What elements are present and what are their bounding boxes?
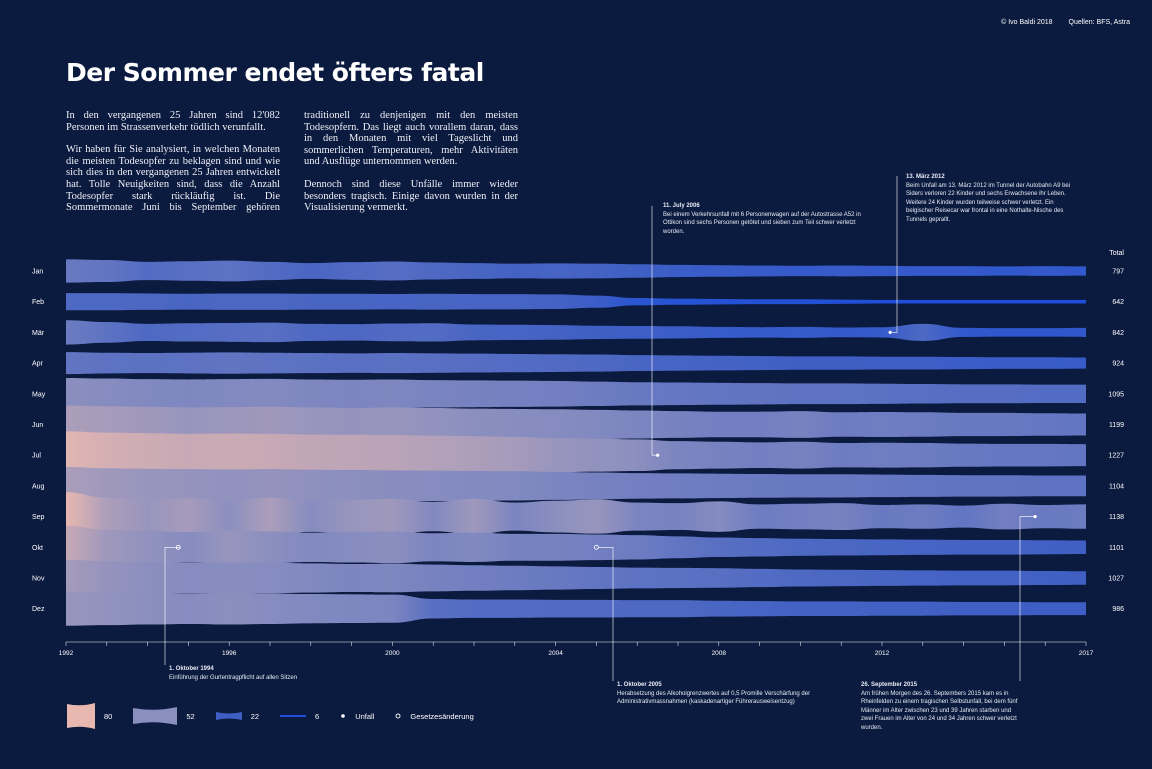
x-tick-label: 1992 bbox=[59, 650, 74, 657]
credits: © Ivo Baldi 2018 Quellen: BFS, Astra bbox=[987, 19, 1130, 26]
stream-jun bbox=[66, 405, 1086, 444]
total-value: 842 bbox=[1112, 330, 1124, 337]
stream-sep bbox=[66, 492, 1086, 541]
month-label: Sep bbox=[32, 514, 45, 521]
annotation-1994: 1. Oktober 1994 Einführung der Gurtentra… bbox=[169, 665, 339, 682]
annotation-2012: 13. März 2012 Beim Unfall am 13. März 20… bbox=[906, 173, 1081, 224]
month-label: Jul bbox=[32, 453, 41, 460]
annotation-text: Einführung der Gurtentragpflicht auf all… bbox=[169, 674, 298, 681]
intro-paragraph: Wir haben für Sie analysiert, in welchen… bbox=[66, 110, 518, 214]
legend-swatch-52 bbox=[133, 707, 178, 725]
stream-feb bbox=[66, 293, 1086, 311]
month-label: Feb bbox=[32, 299, 44, 306]
leader-line-1994 bbox=[164, 546, 181, 665]
annotation-text: Bei einem Verkehrsunfall mit 6 Personenw… bbox=[663, 211, 861, 235]
legend-item-gesetz: Gesetzesänderung bbox=[394, 711, 474, 721]
total-value: 924 bbox=[1112, 361, 1124, 368]
intro-paragraph: In den vergangenen 25 Jahren sind 12'082… bbox=[66, 110, 280, 133]
legend-item-80: 80 bbox=[66, 703, 112, 729]
stream-aug bbox=[66, 466, 1086, 505]
total-header: Total bbox=[1109, 250, 1124, 257]
credit-source: Quellen: BFS, Astra bbox=[1068, 19, 1130, 26]
accident-dot-icon bbox=[341, 714, 346, 718]
annotation-2015: 26. September 2015 Am frühen Morgen des … bbox=[861, 681, 1021, 732]
accident-marker-2012 bbox=[888, 330, 892, 334]
legend-shape-6 bbox=[280, 715, 307, 717]
annotation-2006: 11. July 2006 Bei einem Verkehrsunfall m… bbox=[663, 202, 863, 236]
annotation-text: Beim Unfall am 13. März 2012 im Tunnel d… bbox=[906, 182, 1071, 223]
stream-okt bbox=[66, 525, 1086, 569]
total-value: 642 bbox=[1112, 299, 1124, 306]
legend-label: 52 bbox=[186, 711, 195, 721]
total-value: 1101 bbox=[1109, 545, 1124, 552]
stream-apr bbox=[66, 352, 1086, 375]
legend-shape-22 bbox=[215, 712, 242, 720]
legend-swatch-6 bbox=[280, 715, 307, 717]
x-tick-label: 2017 bbox=[1079, 650, 1094, 657]
x-tick-label: 2004 bbox=[548, 650, 563, 657]
stream-mär bbox=[66, 320, 1086, 345]
page-title: Der Sommer endet öfters fatal bbox=[66, 58, 484, 87]
annotation-text: Herabsetzung des Alkoholgrenzwertes auf … bbox=[617, 690, 811, 706]
month-label: Nov bbox=[32, 576, 45, 583]
law-change-circle-icon bbox=[395, 713, 401, 719]
annotation-2005: 1. Oktober 2005 Herabsetzung des Alkohol… bbox=[617, 681, 817, 707]
total-value: 1095 bbox=[1108, 391, 1124, 398]
legend-label: 22 bbox=[250, 711, 260, 721]
annotation-title: 1. Oktober 2005 bbox=[617, 682, 662, 688]
legend-label-unfall: Unfall bbox=[355, 711, 375, 721]
leader-line-2015 bbox=[1019, 516, 1037, 681]
stream-nov bbox=[66, 559, 1086, 597]
stream-may bbox=[66, 377, 1086, 410]
month-label: Jun bbox=[32, 422, 43, 429]
leader-line-2005 bbox=[598, 546, 614, 681]
month-label: Okt bbox=[32, 545, 43, 552]
legend: 80 52 22 6 Unfall Gesetzesänderung bbox=[66, 702, 494, 730]
total-value: 1138 bbox=[1109, 514, 1124, 521]
legend-item-22: 22 bbox=[215, 710, 259, 722]
legend-swatch-22 bbox=[215, 712, 242, 720]
total-value: 1027 bbox=[1108, 576, 1124, 583]
legend-item-unfall: Unfall bbox=[339, 712, 374, 721]
x-tick-label: 2008 bbox=[712, 650, 727, 657]
annotation-title: 1. Oktober 1994 bbox=[169, 666, 214, 672]
annotation-title: 26. September 2015 bbox=[861, 682, 918, 688]
legend-label: 6 bbox=[315, 711, 320, 721]
intro-paragraph: Dennoch sind diese Unfälle immer wieder … bbox=[304, 178, 518, 214]
month-label: Apr bbox=[32, 361, 44, 368]
stream-dez bbox=[66, 591, 1086, 626]
legend-label: 80 bbox=[104, 711, 113, 721]
month-label: Aug bbox=[32, 483, 45, 490]
total-value: 1227 bbox=[1108, 453, 1124, 460]
total-value: 1199 bbox=[1109, 422, 1124, 429]
x-tick-label: 2012 bbox=[875, 650, 890, 657]
legend-shape-80 bbox=[67, 703, 95, 729]
legend-item-6: 6 bbox=[279, 712, 319, 721]
legend-label-gesetz: Gesetzesänderung bbox=[410, 711, 474, 721]
annotation-title: 13. März 2012 bbox=[906, 174, 945, 180]
month-label: Dez bbox=[32, 606, 45, 613]
stream-jul bbox=[66, 431, 1086, 479]
month-label: Jan bbox=[32, 269, 43, 276]
month-label: May bbox=[32, 391, 46, 398]
credit-author: © Ivo Baldi 2018 bbox=[1001, 19, 1053, 26]
total-value: 1104 bbox=[1109, 483, 1124, 490]
leader-line-2012 bbox=[892, 176, 898, 333]
legend-shape-52 bbox=[133, 707, 178, 725]
intro-text: In den vergangenen 25 Jahren sind 12'082… bbox=[66, 110, 518, 219]
month-label: Mär bbox=[32, 330, 45, 337]
legend-item-52: 52 bbox=[132, 706, 195, 726]
stream-jan bbox=[66, 259, 1086, 283]
x-tick-label: 1996 bbox=[222, 650, 237, 657]
total-value: 986 bbox=[1112, 606, 1124, 613]
leader-line-2006 bbox=[651, 206, 660, 456]
x-tick-label: 2000 bbox=[385, 650, 400, 657]
annotation-title: 11. July 2006 bbox=[663, 203, 700, 209]
total-value: 797 bbox=[1112, 269, 1124, 276]
annotation-text: Am frühen Morgen des 26. Septembers 2015… bbox=[861, 690, 1018, 731]
legend-swatch-80 bbox=[67, 703, 95, 729]
